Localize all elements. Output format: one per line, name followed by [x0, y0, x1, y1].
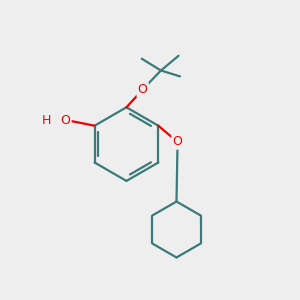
Text: O: O: [60, 114, 70, 127]
Text: O: O: [172, 135, 182, 148]
Text: H: H: [42, 114, 51, 127]
Text: O: O: [138, 83, 148, 96]
